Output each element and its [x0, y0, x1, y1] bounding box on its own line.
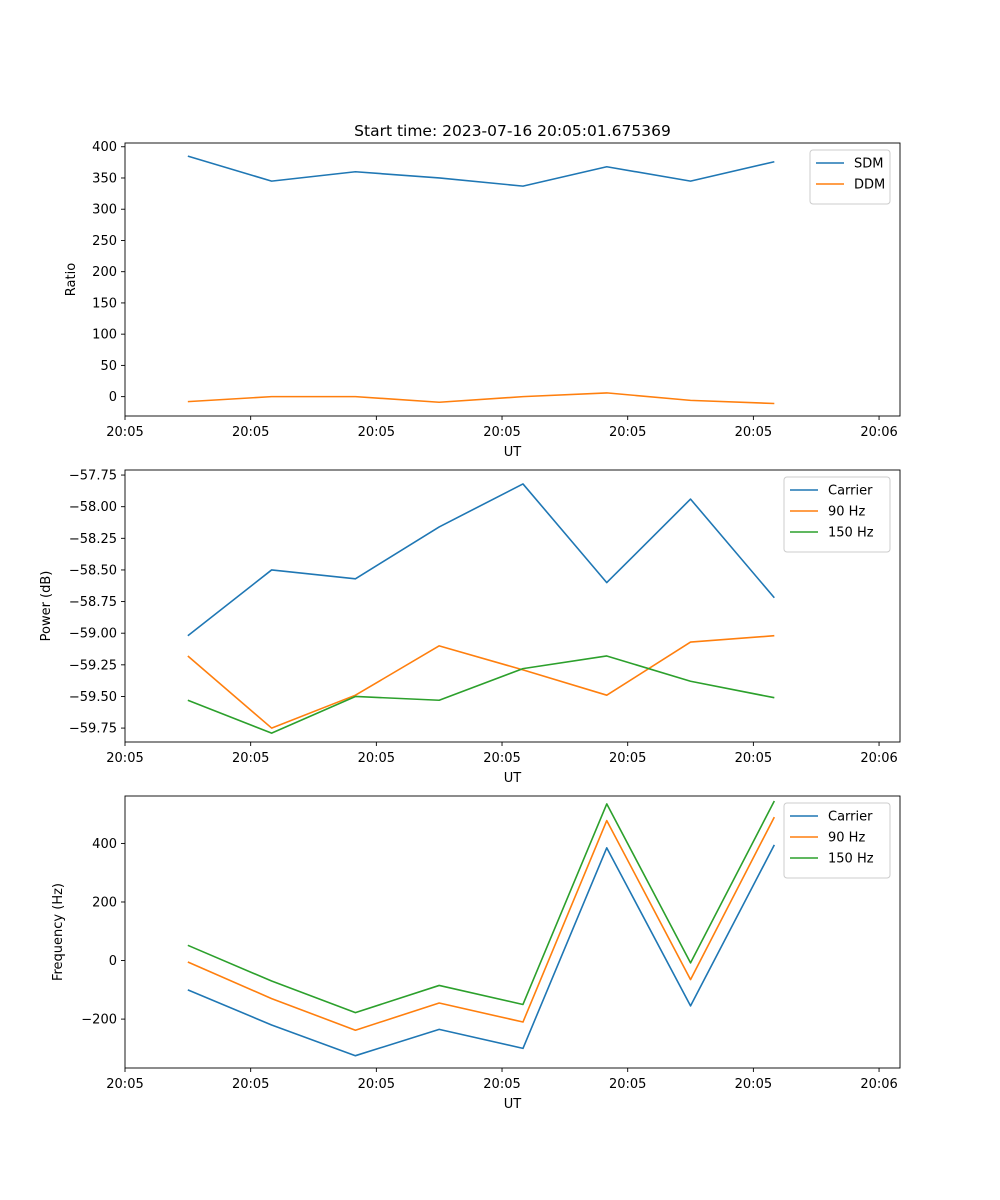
legend: Carrier 90 Hz 150 Hz [783, 802, 891, 879]
legend-entry: 90 Hz [828, 505, 865, 520]
x-tick-label: 20:05 [106, 1077, 143, 1092]
x-tick-label: 20:05 [609, 1077, 646, 1092]
y-tick-label: 400 [92, 140, 117, 155]
x-tick-label: 20:05 [483, 1077, 520, 1092]
x-axis-label: UT [504, 1097, 522, 1112]
y-tick-label: 50 [100, 359, 117, 374]
y-axis-label: Power (dB) [39, 571, 54, 642]
x-tick-label: 20:05 [609, 425, 646, 440]
y-tick-label: −58.75 [69, 595, 117, 610]
legend-entry: Carrier [828, 484, 873, 499]
series-line-carrier [187, 483, 775, 637]
x-tick-label: 20:05 [358, 425, 395, 440]
y-tick-label: −200 [81, 1013, 117, 1028]
y-tick-label: 400 [92, 837, 117, 852]
x-tick-label: 20:05 [106, 425, 143, 440]
series-line-90-hz [187, 634, 775, 729]
series-line-90-hz [187, 816, 776, 1032]
legend: Carrier 90 Hz 150 Hz [783, 476, 891, 553]
legend-entry: 150 Hz [828, 852, 874, 867]
legend-entry: SDM [854, 157, 883, 172]
y-tick-label: 0 [109, 954, 117, 969]
x-tick-label: 20:05 [358, 751, 395, 766]
y-tick-label: 300 [92, 203, 117, 218]
y-tick-label: 0 [109, 390, 117, 405]
x-axis-label: UT [504, 445, 522, 460]
series-line-carrier [187, 844, 776, 1057]
x-tick-label: 20:05 [232, 1077, 269, 1092]
chart-panel-2: 20:05 20:05 20:05 20:05 20:05 20:05 20:06 −59.7… [39, 469, 901, 786]
legend-entry: 150 Hz [828, 526, 874, 541]
legend-entry: Carrier [828, 810, 873, 825]
series-line-150-hz [187, 800, 776, 1014]
x-tick-label: 20:05 [483, 751, 520, 766]
y-tick-label: −59.50 [69, 690, 117, 705]
chart-panel-3: 20:05 20:05 20:05 20:05 20:05 20:05 20:06 −200 0… [51, 795, 901, 1112]
y-axis-label: Frequency (Hz) [51, 883, 66, 981]
x-tick-label: 20:05 [232, 425, 269, 440]
y-tick-label: −59.00 [69, 627, 117, 642]
x-tick-label: 20:06 [860, 1077, 897, 1092]
x-tick-label: 20:05 [106, 751, 143, 766]
y-tick-label: −59.25 [69, 658, 117, 673]
y-tick-label: −58.50 [69, 563, 117, 578]
legend: SDM DDM [809, 149, 891, 205]
legend-entry: 90 Hz [828, 831, 865, 846]
y-tick-label: 100 [92, 328, 117, 343]
axes-frame [124, 795, 901, 1069]
legend-entry: DDM [854, 178, 885, 193]
x-tick-label: 20:05 [358, 1077, 395, 1092]
y-tick-label: −57.75 [69, 469, 117, 484]
y-tick-label: 200 [92, 265, 117, 280]
x-tick-label: 20:05 [483, 425, 520, 440]
x-tick-label: 20:05 [609, 751, 646, 766]
series-line-150-hz [187, 655, 775, 734]
chart-title: Start time: 2023-07-16 20:05:01.675369 [354, 122, 671, 140]
x-tick-label: 20:05 [735, 751, 772, 766]
x-tick-label: 20:06 [860, 751, 897, 766]
y-tick-label: 350 [92, 171, 117, 186]
axes-frame [124, 142, 901, 417]
legend-box [783, 802, 891, 879]
chart-panel-1: 20:05 20:05 20:05 20:05 20:05 20:05 20:06 0 50 10… [64, 122, 901, 460]
y-tick-label: −58.00 [69, 500, 117, 515]
x-tick-label: 20:05 [735, 425, 772, 440]
series-line-ddm [187, 392, 775, 405]
axes-frame [124, 469, 901, 743]
x-tick-label: 20:05 [232, 751, 269, 766]
x-tick-label: 20:06 [860, 425, 897, 440]
y-tick-label: −59.75 [69, 722, 117, 737]
series-line-sdm [187, 155, 775, 187]
y-tick-label: −58.25 [69, 532, 117, 547]
y-tick-label: 200 [92, 895, 117, 910]
y-tick-label: 150 [92, 296, 117, 311]
y-axis-label: Ratio [64, 263, 79, 296]
y-tick-label: 250 [92, 234, 117, 249]
legend-box [783, 476, 891, 553]
x-tick-label: 20:05 [735, 1077, 772, 1092]
x-axis-label: UT [504, 771, 522, 786]
